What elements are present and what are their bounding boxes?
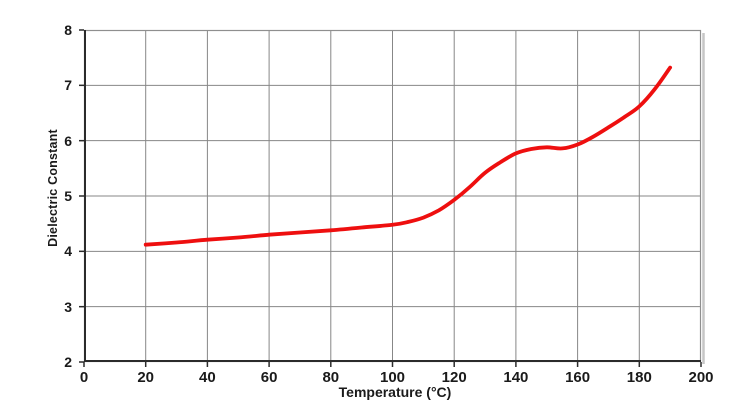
x-tick-label: 120 xyxy=(441,369,467,386)
y-tick-label: 2 xyxy=(64,354,72,370)
x-tick-label: 140 xyxy=(503,369,529,386)
x-tick-label: 180 xyxy=(626,369,652,386)
x-tick-label: 80 xyxy=(322,369,340,386)
x-tick-label: 0 xyxy=(79,369,89,386)
data-curve-dielectric-constant xyxy=(143,65,672,247)
x-axis-title: Temperature (°C) xyxy=(338,384,452,400)
y-tick-label: 7 xyxy=(64,77,72,94)
x-tick-label: 60 xyxy=(260,369,278,386)
y-tick-label: 5 xyxy=(64,188,72,204)
plot-area xyxy=(79,29,705,367)
y-tick-label: 8 xyxy=(64,22,72,38)
x-tick-label: 160 xyxy=(565,369,591,386)
y-tick-label: 4 xyxy=(64,243,72,260)
x-tick-label: 40 xyxy=(199,369,216,386)
y-tick-label: 3 xyxy=(64,298,72,315)
plot-canvas xyxy=(79,29,705,367)
x-tick-label: 20 xyxy=(137,369,155,386)
x-tick-label: 100 xyxy=(379,369,406,386)
y-tick-label: 6 xyxy=(64,132,72,149)
x-tick-label: 200 xyxy=(688,369,714,386)
